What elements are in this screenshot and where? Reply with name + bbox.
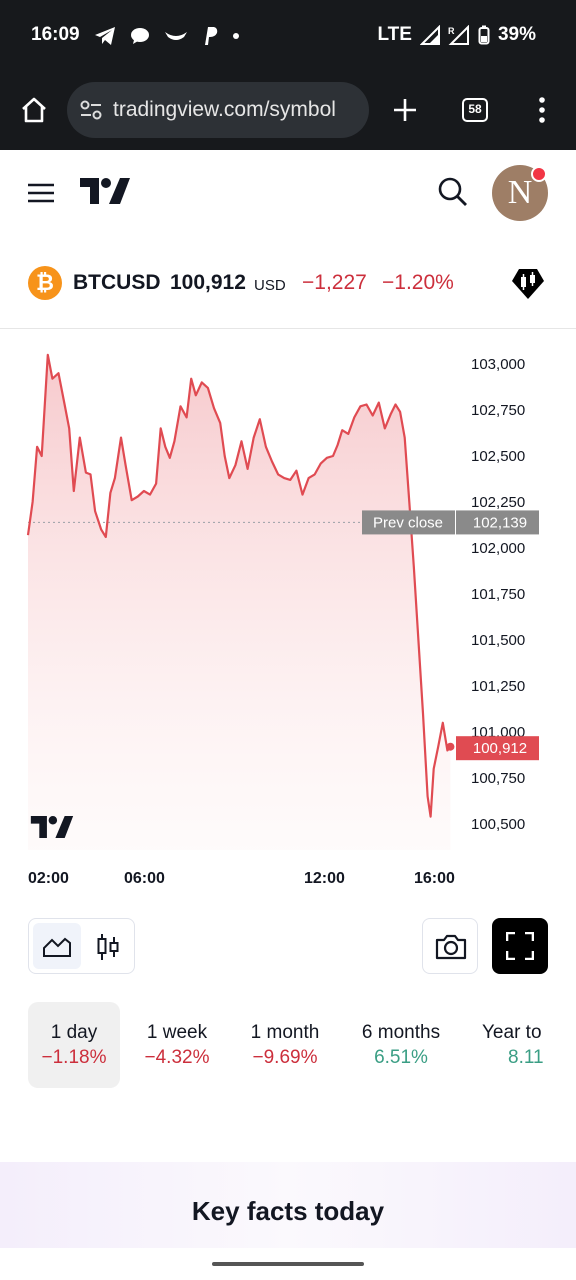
period-label: 6 months: [361, 1022, 441, 1043]
symbol-header: ₿ BTCUSD 100,912 USD −1,227 −1.20%: [0, 255, 576, 311]
period-1-week[interactable]: 1 week −4.32%: [131, 1002, 223, 1088]
browser-toolbar: tradingview.com/symbol 58: [0, 70, 576, 150]
period-value: 6.51%: [374, 1047, 428, 1068]
line-chart-button[interactable]: [33, 923, 81, 969]
y-tick-label: 102,250: [471, 494, 525, 511]
x-axis: 02:00 06:00 12:00 16:00: [28, 870, 455, 887]
x-tick-label: 02:00: [28, 870, 69, 887]
period-6-months[interactable]: 6 months 6.51%: [348, 1002, 454, 1088]
last-price-dot: [446, 742, 455, 751]
status-right: LTE R 39%: [377, 24, 536, 46]
battery-level: 39%: [497, 24, 536, 45]
symbol-price: 100,912: [170, 271, 246, 294]
svg-text:R: R: [448, 26, 455, 36]
y-tick-label: 103,000: [471, 356, 525, 373]
price-line: [26, 353, 452, 818]
symbol-currency: USD: [254, 277, 286, 294]
period-label: 1 day: [50, 1022, 98, 1043]
site-settings-icon[interactable]: [80, 100, 102, 120]
y-axis: 103,000 102,750 102,500 102,250 102,000 101,7…: [471, 356, 525, 833]
period-1-day[interactable]: 1 day −1.18%: [28, 1002, 120, 1088]
price-area: [28, 354, 451, 850]
period-value: −1.18%: [41, 1047, 107, 1068]
x-tick-label: 12:00: [304, 870, 345, 887]
search-icon[interactable]: [438, 177, 468, 207]
prev-close-value: 102,139: [473, 514, 527, 531]
last-price-label: 100,912: [456, 736, 539, 761]
new-tab-icon[interactable]: [392, 97, 418, 123]
candlestick-icon: [97, 934, 119, 960]
y-tick-label: 101,250: [471, 678, 525, 695]
x-tick-label: 06:00: [124, 870, 165, 887]
period-value: −4.32%: [144, 1047, 210, 1068]
symbol-change-percent: −1.20%: [382, 271, 454, 294]
chart-canvas[interactable]: 103,000 102,750 102,500 102,250 102,000 101,7…: [0, 330, 576, 900]
period-year-to-date[interactable]: Year to 8.11: [472, 1002, 564, 1088]
y-tick-label: 102,750: [471, 402, 525, 419]
prev-close-label-text: Prev close: [373, 514, 443, 531]
period-value: −9.69%: [252, 1047, 318, 1068]
symbol-change: −1,227: [302, 271, 367, 294]
network-type: LTE: [377, 24, 412, 45]
y-tick-label: 102,000: [471, 540, 525, 557]
y-tick-label: 101,500: [471, 632, 525, 649]
home-icon[interactable]: [20, 96, 48, 124]
signal-roaming-icon: R: [448, 25, 469, 45]
y-tick-label: 101,750: [471, 586, 525, 603]
line-chart-icon: [43, 937, 71, 957]
dot-icon: [233, 33, 239, 39]
notification-icons: [94, 24, 240, 48]
symbol-ticker[interactable]: BTCUSD: [73, 271, 161, 294]
tradingview-logo[interactable]: [80, 178, 130, 204]
site-header: [0, 150, 576, 240]
y-tick-label: 102,500: [471, 448, 525, 465]
chat-bubble-icon: [131, 28, 149, 44]
market-status-icon[interactable]: [510, 265, 546, 301]
bitcoin-icon: ₿: [28, 266, 62, 300]
tradingview-watermark-icon: [30, 816, 74, 838]
bird-icon: [165, 32, 187, 40]
performance-periods: 1 day −1.18% 1 week −4.32% 1 month −9.69…: [0, 1002, 576, 1090]
signal-icon: [419, 25, 440, 45]
key-facts-section: Key facts today: [0, 1162, 576, 1248]
period-label: 1 week: [146, 1022, 208, 1043]
period-label: Year to: [482, 1022, 542, 1043]
period-1-month[interactable]: 1 month −9.69%: [236, 1002, 334, 1088]
screenshot-button[interactable]: [422, 918, 478, 974]
divider: [0, 328, 576, 329]
price-chart[interactable]: 103,000 102,750 102,500 102,250 102,000 101,7…: [0, 330, 576, 900]
y-tick-label: 100,750: [471, 770, 525, 787]
key-facts-title: Key facts today: [191, 1196, 385, 1226]
home-gesture-handle[interactable]: [212, 1262, 364, 1266]
telegram-icon: [95, 27, 115, 45]
tab-switcher-button[interactable]: 58: [462, 98, 488, 122]
chart-type-toggle: [28, 918, 135, 974]
fullscreen-button[interactable]: [492, 918, 548, 974]
last-price-value: 100,912: [473, 740, 527, 757]
x-tick-label: 16:00: [414, 870, 455, 887]
url-text: tradingview.com/symbol: [113, 98, 336, 121]
period-value: 8.11: [508, 1047, 544, 1068]
y-tick-label: 100,500: [471, 816, 525, 833]
fullscreen-icon: [506, 932, 534, 960]
camera-icon: [435, 934, 467, 960]
hamburger-menu-icon[interactable]: [28, 183, 54, 203]
prev-close-label: Prev close 102,139: [362, 510, 539, 535]
system-nav-bar: [0, 1248, 576, 1280]
candlestick-button[interactable]: [85, 923, 131, 969]
period-label: 1 month: [250, 1022, 320, 1043]
status-bar: 16:09 LTE R 39%: [0, 0, 576, 70]
paypal-icon: [205, 27, 218, 45]
battery-icon: [478, 25, 490, 45]
notification-badge: [531, 166, 547, 182]
address-bar[interactable]: tradingview.com/symbol: [67, 82, 369, 138]
status-time: 16:09: [31, 24, 80, 45]
overflow-menu-icon[interactable]: [537, 97, 547, 123]
